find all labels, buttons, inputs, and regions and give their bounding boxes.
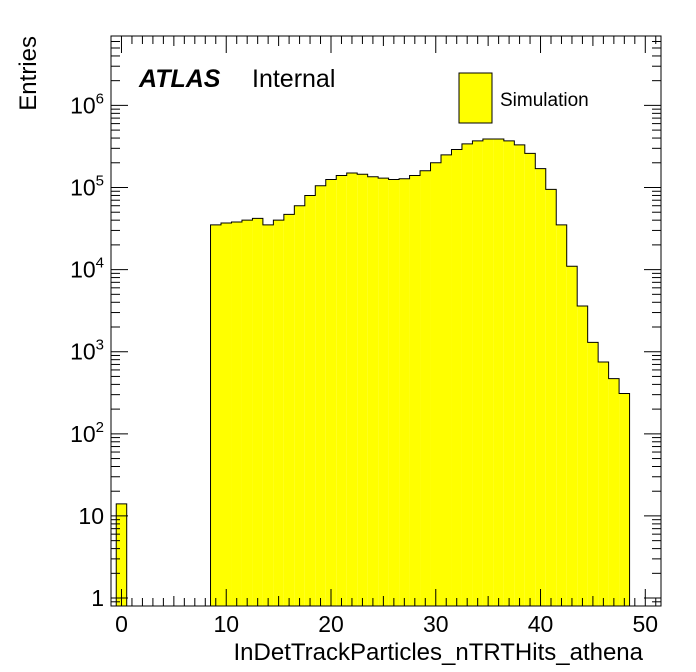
histogram-bin	[304, 195, 316, 606]
histogram-bin	[587, 342, 599, 606]
x-tick-label: 10	[213, 611, 239, 637]
y-tick-label: 105	[70, 172, 104, 200]
tick-labels: 0 10 20 30 40 50 1 10 102 103 104 105 106	[70, 90, 658, 637]
histogram-bin	[482, 138, 494, 606]
x-axis-label: InDetTrackParticles_nTRTHits_athena	[234, 639, 644, 666]
histogram-bin	[262, 224, 274, 607]
histogram-bin	[420, 170, 431, 606]
y-tick-label: 106	[70, 90, 104, 118]
histogram-bin	[325, 179, 337, 606]
histogram-bin	[503, 140, 515, 607]
histogram-bin	[598, 361, 609, 606]
histogram-bin	[346, 173, 358, 606]
y-axis-label: Entries	[15, 36, 42, 111]
histogram-bin	[273, 220, 284, 607]
histogram-bin	[535, 168, 546, 607]
x-tick-label: 0	[115, 611, 128, 637]
histogram-bin	[577, 306, 588, 606]
histogram-bin	[231, 222, 242, 607]
histogram-bin	[388, 179, 400, 606]
histogram-bin	[472, 140, 483, 607]
legend: Simulation	[458, 72, 589, 124]
histogram-bin	[556, 224, 567, 607]
x-tick-label: 30	[423, 611, 449, 637]
histogram-bin	[367, 176, 379, 606]
histogram-bars	[116, 138, 630, 607]
histogram-bin	[315, 185, 326, 606]
histogram-bin	[357, 174, 368, 606]
histogram-bin	[221, 222, 232, 606]
x-tick-label: 20	[318, 611, 344, 637]
histogram-bin	[294, 205, 305, 606]
legend-swatch	[458, 72, 493, 124]
histogram-bin	[545, 189, 557, 606]
histogram-bin	[409, 175, 421, 606]
y-tick-label: 10	[78, 503, 104, 529]
plot-frame	[110, 35, 662, 607]
legend-label: Simulation	[500, 90, 589, 111]
histogram-bin	[430, 162, 441, 606]
histogram-bin	[608, 378, 620, 606]
histogram-bin	[514, 144, 525, 606]
histogram-bin	[116, 503, 127, 606]
histogram-bin	[210, 224, 221, 607]
y-tick-label: 104	[70, 255, 104, 283]
histogram-bin	[566, 266, 578, 606]
histogram-outline	[115, 138, 631, 607]
histogram-bin	[336, 175, 347, 606]
histogram-bin	[619, 393, 630, 606]
internal-label: Internal	[252, 65, 335, 93]
histogram-bin	[493, 138, 504, 606]
histogram-bin	[441, 154, 452, 607]
axis-ticks	[110, 35, 661, 607]
histogram-bin	[378, 178, 389, 606]
histogram-bin	[524, 153, 536, 606]
histogram-bin	[241, 220, 253, 607]
x-tick-label: 40	[528, 611, 554, 637]
y-tick-label: 1	[91, 585, 104, 611]
histogram-bin	[283, 214, 295, 606]
x-tick-label: 50	[632, 611, 658, 637]
atlas-label: ATLAS	[138, 65, 221, 93]
histogram-bin	[451, 149, 462, 606]
y-tick-label: 103	[70, 337, 104, 365]
histogram-bin	[252, 218, 263, 606]
y-tick-label: 102	[70, 419, 104, 447]
histogram-bin	[399, 178, 410, 606]
histogram-bin	[461, 143, 473, 607]
